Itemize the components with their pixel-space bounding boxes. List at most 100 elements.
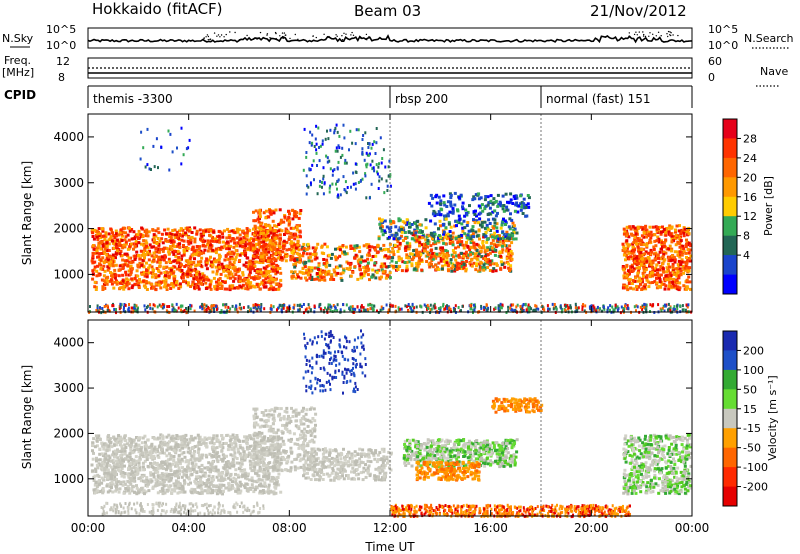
data-cell (309, 269, 313, 273)
data-cell (473, 306, 476, 310)
data-cell (118, 307, 121, 311)
data-cell (125, 259, 129, 263)
data-cell (251, 263, 255, 267)
data-cell (145, 269, 148, 272)
data-cell (225, 236, 229, 240)
data-cell (418, 241, 422, 245)
data-cell (164, 274, 167, 278)
data-cell (302, 242, 306, 246)
data-cell (362, 134, 365, 137)
data-cell (352, 307, 355, 311)
data-cell (254, 209, 258, 213)
data-cell (324, 273, 328, 277)
data-cell (659, 257, 663, 261)
data-cell (217, 267, 221, 271)
data-cell (412, 249, 416, 253)
data-cell (203, 244, 207, 248)
data-cell (289, 240, 293, 244)
data-cell (93, 280, 97, 284)
data-cell (193, 273, 197, 277)
data-cell (105, 282, 109, 286)
data-cell (260, 251, 264, 255)
data-cell (248, 271, 252, 275)
data-cell (633, 226, 637, 230)
data-cell (656, 226, 660, 229)
data-cell (256, 309, 259, 313)
data-cell (163, 228, 167, 232)
data-cell (396, 240, 400, 244)
data-cell (515, 231, 519, 235)
data-cell (671, 265, 675, 269)
data-cell (148, 243, 152, 247)
data-cell (471, 232, 475, 236)
data-cell (267, 215, 271, 219)
data-cell (643, 257, 647, 261)
data-cell (91, 272, 95, 276)
data-cell (453, 203, 457, 207)
data-cell (240, 238, 244, 242)
data-cell (186, 259, 190, 263)
data-cell (668, 224, 672, 228)
data-cell (502, 217, 505, 221)
data-cell (595, 309, 598, 313)
data-cell (305, 271, 308, 275)
data-cell (179, 285, 183, 289)
data-cell (665, 227, 669, 230)
data-cell (418, 259, 422, 263)
data-cell (117, 242, 121, 246)
data-cell (688, 257, 691, 261)
data-cell (464, 250, 468, 254)
data-cell (250, 244, 254, 248)
data-cell (242, 263, 246, 267)
data-cell (497, 309, 500, 313)
data-cell (499, 237, 502, 241)
data-cell (242, 236, 246, 239)
data-cell (437, 234, 441, 237)
data-cell (294, 262, 298, 266)
data-cell (391, 256, 395, 260)
data-cell (368, 253, 371, 257)
data-cell (274, 258, 278, 262)
data-cell (253, 275, 257, 279)
data-cell (227, 265, 231, 269)
data-cell (109, 227, 113, 231)
data-cell (671, 258, 675, 262)
data-cell (360, 179, 362, 182)
data-cell (226, 257, 230, 261)
nsky-right-tick-bottom: 10^0 (708, 39, 738, 52)
nsky-dot (253, 38, 255, 40)
data-cell (439, 257, 443, 260)
data-cell (642, 259, 646, 263)
data-cell (380, 305, 383, 309)
data-cell (117, 274, 121, 278)
data-cell (457, 234, 461, 238)
data-cell (123, 263, 127, 267)
data-cell (424, 238, 428, 242)
data-cell (291, 217, 295, 221)
data-cell (255, 250, 259, 254)
data-cell (129, 264, 133, 268)
data-cell (380, 268, 384, 272)
colorbar-tick-label: 24 (743, 152, 757, 165)
data-cell (212, 304, 215, 307)
data-cell (655, 239, 659, 243)
data-cell (122, 308, 125, 312)
data-cell (339, 308, 342, 312)
data-cell (371, 159, 374, 163)
data-cell (398, 236, 402, 240)
data-cell (201, 239, 205, 243)
data-cell (158, 265, 162, 269)
data-cell (359, 276, 363, 280)
data-cell (480, 223, 484, 227)
data-cell (457, 196, 461, 199)
data-cell (500, 250, 504, 254)
data-cell (627, 251, 631, 255)
data-cell (442, 241, 446, 245)
data-cell (197, 263, 201, 266)
data-cell (377, 237, 381, 241)
data-cell (313, 257, 317, 261)
data-cell (609, 308, 611, 312)
data-cell (645, 306, 648, 310)
data-cell (210, 308, 213, 312)
data-cell (322, 174, 325, 178)
